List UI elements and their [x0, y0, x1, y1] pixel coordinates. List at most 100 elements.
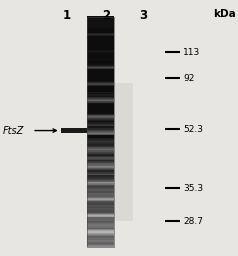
- Bar: [87, 79, 114, 80]
- Bar: [87, 200, 114, 201]
- Bar: [87, 76, 114, 77]
- Bar: [87, 124, 114, 125]
- Text: kDa: kDa: [213, 9, 236, 19]
- Bar: [87, 237, 114, 238]
- Bar: [87, 30, 114, 31]
- Bar: [87, 112, 114, 113]
- Bar: [87, 22, 114, 23]
- Bar: [87, 56, 114, 57]
- Bar: [87, 139, 114, 140]
- Bar: [87, 178, 114, 179]
- Bar: [87, 192, 114, 193]
- Bar: [87, 116, 114, 117]
- Bar: [87, 28, 114, 29]
- Bar: [87, 63, 114, 64]
- Bar: [87, 187, 114, 188]
- Bar: [87, 83, 114, 84]
- Bar: [87, 148, 114, 149]
- Bar: [87, 210, 114, 211]
- Bar: [87, 102, 114, 103]
- Bar: [87, 64, 114, 65]
- Bar: [87, 145, 114, 146]
- Bar: [87, 16, 114, 17]
- Bar: [87, 72, 114, 73]
- Bar: [87, 227, 114, 228]
- Bar: [87, 40, 114, 41]
- Bar: [87, 139, 114, 140]
- Bar: [87, 246, 114, 247]
- Bar: [87, 130, 114, 131]
- Bar: [87, 129, 114, 130]
- Bar: [87, 172, 114, 173]
- Bar: [87, 190, 114, 191]
- Bar: [87, 192, 114, 193]
- Bar: [87, 27, 114, 28]
- Bar: [87, 109, 114, 110]
- Bar: [87, 135, 114, 136]
- Bar: [87, 94, 114, 95]
- Bar: [87, 50, 114, 51]
- Bar: [87, 59, 114, 60]
- Bar: [87, 55, 114, 56]
- Text: 35.3: 35.3: [183, 184, 203, 193]
- Bar: [87, 148, 114, 149]
- Bar: [87, 116, 114, 117]
- Bar: [87, 17, 114, 247]
- Bar: [87, 132, 114, 133]
- Bar: [87, 208, 114, 209]
- Bar: [87, 136, 114, 137]
- Bar: [87, 114, 114, 115]
- Bar: [87, 133, 114, 134]
- Bar: [87, 126, 114, 127]
- Bar: [87, 134, 114, 135]
- Bar: [87, 41, 114, 42]
- Bar: [87, 97, 114, 98]
- Bar: [87, 101, 114, 102]
- Bar: [87, 216, 114, 217]
- Bar: [87, 224, 114, 225]
- Bar: [87, 144, 114, 145]
- Bar: [87, 23, 114, 24]
- Bar: [87, 90, 114, 91]
- Bar: [87, 58, 114, 59]
- Bar: [87, 123, 114, 124]
- Bar: [87, 83, 114, 84]
- Bar: [87, 178, 114, 179]
- Bar: [87, 149, 114, 150]
- Bar: [87, 26, 114, 27]
- Bar: [87, 204, 114, 205]
- Bar: [87, 159, 114, 160]
- Bar: [87, 33, 114, 34]
- Bar: [87, 166, 114, 167]
- Bar: [87, 46, 114, 47]
- Bar: [87, 224, 114, 225]
- Bar: [87, 104, 114, 105]
- Bar: [87, 62, 114, 63]
- Bar: [87, 150, 114, 151]
- Bar: [87, 161, 114, 162]
- Bar: [87, 119, 114, 120]
- Bar: [87, 183, 114, 184]
- Bar: [87, 106, 114, 107]
- Bar: [87, 168, 114, 169]
- Bar: [87, 47, 114, 48]
- Bar: [87, 119, 114, 120]
- Bar: [87, 117, 114, 118]
- Bar: [87, 136, 114, 137]
- Bar: [87, 196, 114, 197]
- Bar: [87, 203, 114, 204]
- Bar: [87, 219, 114, 220]
- Bar: [87, 207, 114, 208]
- Bar: [87, 244, 114, 245]
- Bar: [87, 40, 114, 41]
- Bar: [87, 51, 114, 52]
- Bar: [87, 154, 114, 155]
- Bar: [61, 128, 87, 133]
- Bar: [87, 186, 114, 187]
- Bar: [87, 95, 114, 96]
- Bar: [87, 19, 114, 20]
- Bar: [87, 225, 114, 226]
- Bar: [87, 179, 114, 180]
- Bar: [87, 50, 114, 51]
- Bar: [87, 110, 114, 111]
